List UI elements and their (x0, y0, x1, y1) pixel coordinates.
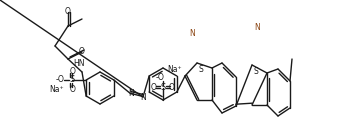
Text: S: S (70, 75, 75, 85)
Text: O: O (169, 84, 175, 92)
Text: -O: -O (56, 75, 64, 85)
Text: Na⁺: Na⁺ (168, 65, 182, 75)
Text: N: N (140, 92, 146, 102)
Text: N: N (128, 90, 134, 99)
Text: S: S (198, 65, 203, 75)
Text: HN: HN (73, 60, 85, 68)
Text: O: O (151, 84, 157, 92)
Text: N: N (189, 28, 195, 38)
Text: O: O (65, 8, 71, 16)
Text: Na⁺: Na⁺ (49, 85, 63, 94)
Text: O: O (69, 85, 75, 94)
Text: O: O (69, 67, 75, 75)
Text: O: O (79, 48, 85, 57)
Text: N: N (254, 23, 260, 33)
Text: S: S (254, 68, 258, 77)
Text: -O: -O (155, 73, 164, 82)
Text: S: S (160, 84, 166, 92)
